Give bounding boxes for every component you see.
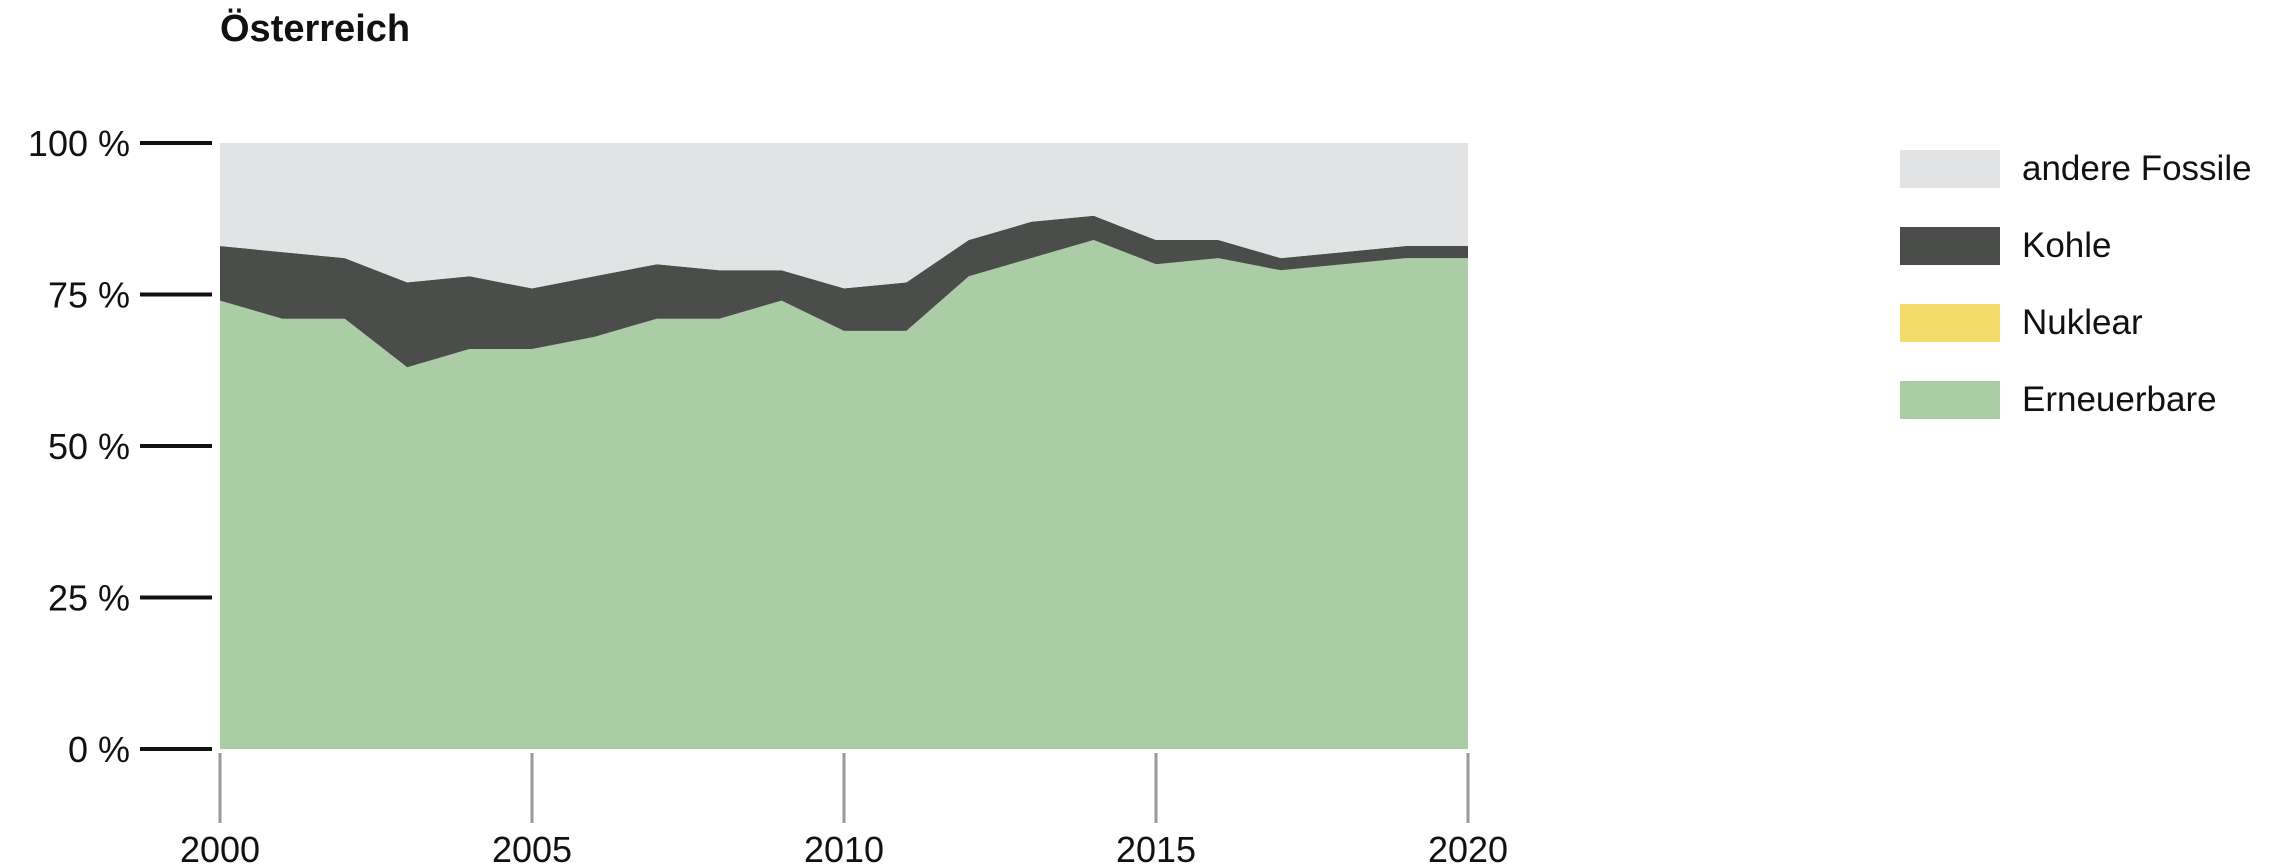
y-tick-label: 75 % <box>48 275 130 316</box>
area-erneuerbare <box>220 240 1468 749</box>
legend-label: andere Fossile <box>2022 149 2252 188</box>
legend-item-andere-fossile: andere Fossile <box>1900 149 2252 188</box>
legend-item-kohle: Kohle <box>1900 226 2252 265</box>
y-tick-label: 50 % <box>48 426 130 467</box>
legend-label: Kohle <box>2022 226 2112 265</box>
legend-swatch <box>1900 381 2000 419</box>
x-tick-label: 2020 <box>1428 829 1508 868</box>
chart-title: Österreich <box>220 8 411 50</box>
area-kohle <box>220 215 1468 368</box>
legend-label: Nuklear <box>2022 303 2143 342</box>
y-axis: 0 % 25 % 50 % 75 % 100 % <box>28 123 212 770</box>
x-tick-label: 2010 <box>804 829 884 868</box>
legend-label: Erneuerbare <box>2022 380 2217 419</box>
y-tick-label: 100 % <box>28 123 130 164</box>
x-axis: 2000 2005 2010 2015 2020 <box>180 753 1508 868</box>
x-tick-label: 2005 <box>492 829 572 868</box>
legend-swatch <box>1900 227 2000 265</box>
area-andere-fossile <box>220 143 1468 289</box>
legend-item-nuklear: Nuklear <box>1900 303 2252 342</box>
y-tick-label: 25 % <box>48 578 130 619</box>
legend-item-erneuerbare: Erneuerbare <box>1900 380 2252 419</box>
legend-swatch <box>1900 304 2000 342</box>
x-tick-label: 2015 <box>1116 829 1196 868</box>
area-layer <box>220 143 1468 749</box>
legend-swatch <box>1900 150 2000 188</box>
x-tick-label: 2000 <box>180 829 260 868</box>
legend: andere Fossile Kohle Nuklear Erneuerbare <box>1900 149 2252 458</box>
y-tick-label: 0 % <box>68 729 130 770</box>
